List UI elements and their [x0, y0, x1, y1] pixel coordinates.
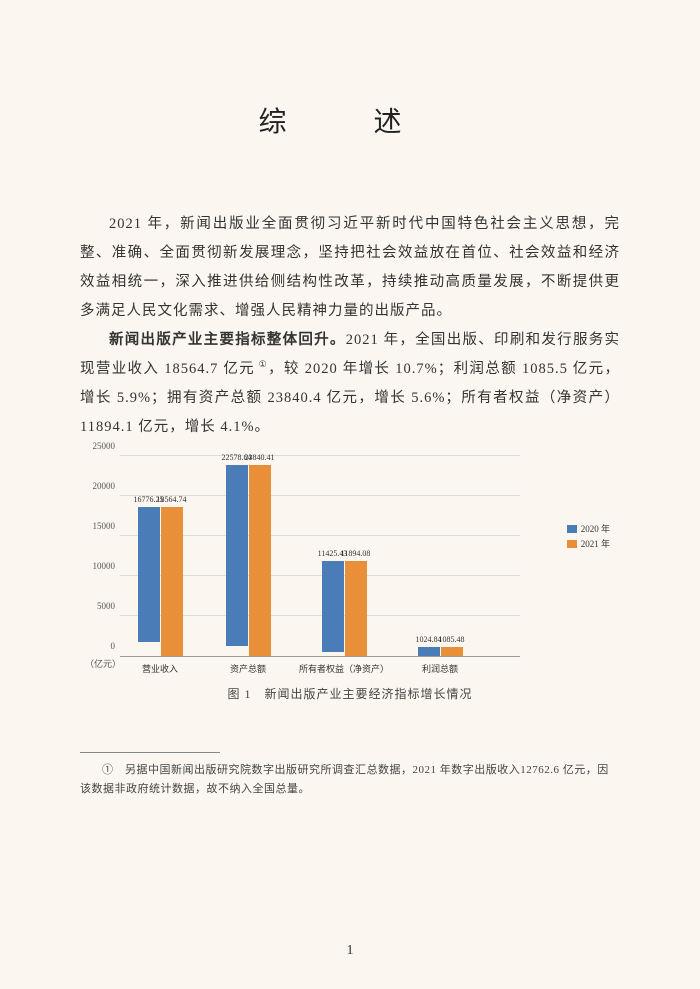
legend-swatch [567, 540, 577, 548]
ytick-label: 15000 [85, 521, 115, 531]
bar-group: 16776.2518564.74 [130, 507, 190, 656]
bar: 1024.84 [418, 647, 440, 655]
chart-caption: 图 1 新闻出版产业主要经济指标增长情况 [90, 685, 610, 702]
bar: 11894.08 [345, 561, 367, 656]
para2-lead: 新闻出版产业主要指标整体回升。 [109, 332, 346, 348]
footnote-ref: ① [255, 359, 268, 369]
ytick-label: 5000 [85, 601, 115, 611]
bar-value-label: 18564.74 [157, 495, 187, 504]
bar: 11425.43 [322, 561, 344, 652]
ytick-label: 25000 [85, 441, 115, 451]
bar: 16776.25 [138, 507, 160, 641]
ytick-label: 0 [85, 641, 115, 651]
legend-item-2021: 2021 年 [567, 537, 610, 550]
gridline [120, 455, 520, 456]
bar: 1085.48 [441, 647, 463, 656]
ytick-label: 20000 [85, 481, 115, 491]
xtick-label: 营业收入 [142, 662, 178, 675]
bar: 18564.74 [161, 507, 183, 656]
bar-value-label: 23840.41 [245, 453, 275, 462]
legend-item-2020: 2020 年 [567, 522, 610, 535]
legend-label: 2021 年 [581, 537, 610, 550]
footnote-text: ① 另据中国新闻出版研究院数字出版研究所调查汇总数据，2021 年数字出版收入1… [80, 761, 620, 798]
page-number: 1 [0, 943, 700, 959]
paragraph-2: 新闻出版产业主要指标整体回升。2021 年，全国出版、印刷和发行服务实现营业收入… [80, 326, 620, 442]
bar: 22578.64 [226, 465, 248, 646]
xtick-label: 利润总额 [422, 662, 458, 675]
page-title: 综 述 [80, 100, 620, 140]
legend-label: 2020 年 [581, 522, 610, 535]
bar-group: 1024.841085.48 [410, 647, 470, 656]
bar-group: 11425.4311894.08 [314, 561, 374, 656]
bar-chart: 2020 年 2021 年 （亿元） 050001000015000200002… [120, 457, 520, 657]
paragraph-1: 2021 年，新闻出版业全面贯彻习近平新时代中国特色社会主义思想，完整、准确、全… [80, 210, 620, 326]
bar-value-label: 1085.48 [439, 635, 465, 644]
chart-legend: 2020 年 2021 年 [567, 522, 610, 552]
ytick-label: 10000 [85, 561, 115, 571]
xtick-label: 所有者权益（净资产） [299, 662, 389, 675]
bar-group: 22578.6423840.41 [218, 465, 278, 656]
bar-value-label: 11894.08 [341, 549, 371, 558]
footnote-separator [80, 752, 220, 753]
bar: 23840.41 [249, 465, 271, 656]
xtick-label: 资产总额 [230, 662, 266, 675]
chart-container: 2020 年 2021 年 （亿元） 0 5000 10000 15000 20000 2… [80, 457, 620, 702]
legend-swatch [567, 525, 577, 533]
yaxis-unit: （亿元） [85, 657, 121, 670]
